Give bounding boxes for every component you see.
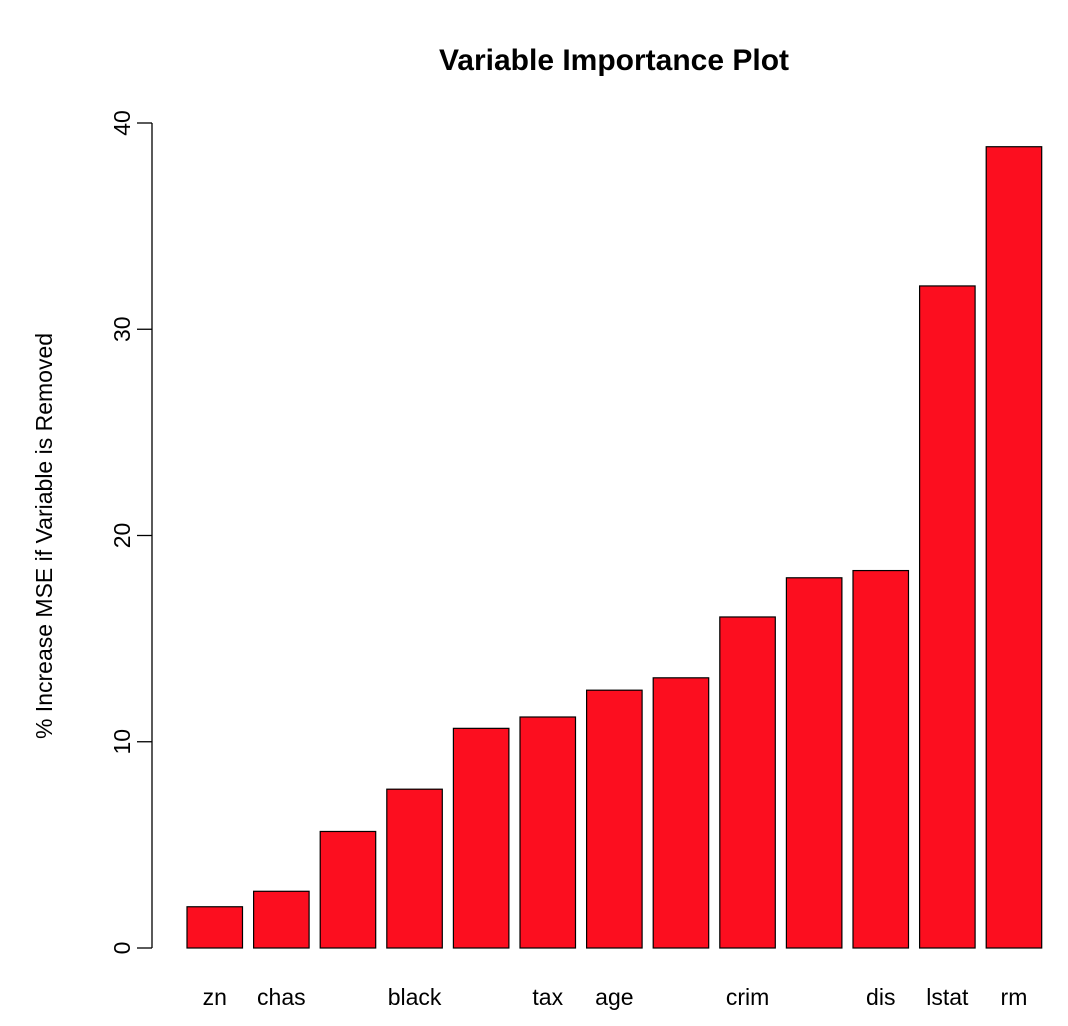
x-tick-label: black — [388, 984, 442, 1010]
bar — [452, 727, 510, 949]
x-tick-label: zn — [203, 984, 227, 1010]
bar — [386, 788, 443, 949]
y-tick-label: 40 — [109, 110, 135, 136]
bar — [319, 830, 377, 949]
y-tick-label: 10 — [109, 729, 135, 755]
x-tick-label: age — [595, 984, 633, 1010]
y-tick-label: 20 — [109, 523, 135, 549]
bars-group — [186, 146, 1043, 949]
bar — [719, 616, 776, 949]
y-axis-label: % Increase MSE if Variable is Removed — [31, 333, 57, 739]
x-tick-label: crim — [726, 984, 769, 1010]
bar — [785, 577, 843, 949]
y-tick-label: 30 — [109, 316, 135, 342]
x-tick-label: rm — [1001, 984, 1028, 1010]
bar — [985, 146, 1043, 949]
x-tick-label: tax — [532, 984, 563, 1010]
x-tick-label: dis — [866, 984, 895, 1010]
y-axis: 0 10 20 30 40 — [109, 110, 153, 955]
x-tick-label: lstat — [926, 984, 969, 1010]
bar — [852, 569, 910, 949]
x-tick-labels: zn chas black tax age crim dis lstat rm — [203, 984, 1028, 1010]
x-tick-label: chas — [257, 984, 306, 1010]
bar — [585, 689, 643, 949]
y-tick-label: 0 — [109, 942, 135, 955]
bar — [253, 890, 310, 949]
bar — [652, 677, 710, 949]
bar — [519, 716, 577, 949]
bar — [186, 906, 244, 949]
chart-title: Variable Importance Plot — [439, 44, 789, 77]
bar — [918, 285, 976, 949]
